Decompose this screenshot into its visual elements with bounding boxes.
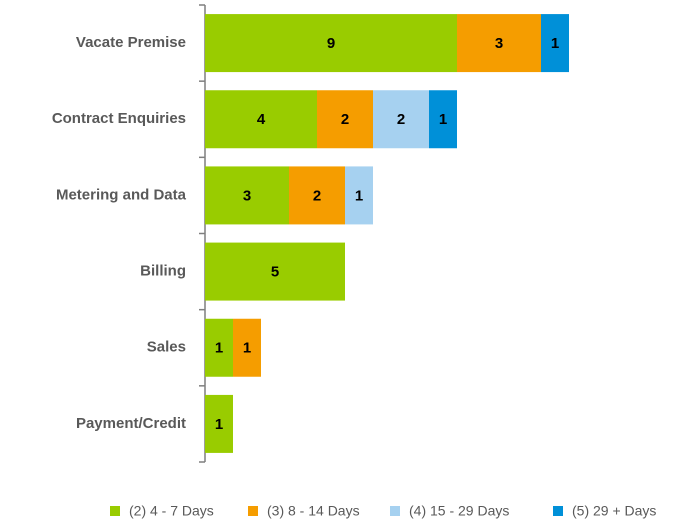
bar-segment [345,166,373,225]
legend-label: (4) 15 - 29 Days [409,503,509,519]
data-label: 3 [495,35,503,52]
bar-segment [205,14,457,73]
bar-segment [205,166,289,225]
data-label: 1 [551,35,559,52]
bar-segment [233,318,261,377]
data-label: 4 [257,111,266,128]
bar-segment [457,14,541,73]
data-label: 2 [313,187,321,204]
bar-segment [289,166,345,225]
category-label: Payment/Credit [76,415,186,432]
legend-swatch [553,506,563,516]
legend-swatch [248,506,258,516]
legend-label: (2) 4 - 7 Days [129,503,214,519]
data-label: 2 [397,111,405,128]
data-label: 1 [215,416,223,433]
bar-segment [429,90,457,149]
data-label: 1 [439,111,447,128]
data-label: 3 [243,187,251,204]
data-label: 9 [327,35,335,52]
legend-label: (5) 29 + Days [572,503,656,519]
data-label: 2 [341,111,349,128]
bar-segment [205,318,233,377]
category-label: Billing [140,263,186,280]
category-label: Contract Enquiries [52,110,186,127]
data-label: 1 [215,340,223,357]
data-label: 5 [271,264,279,281]
data-label: 1 [243,340,251,357]
data-label: 1 [355,187,363,204]
bar-segment [317,90,373,149]
bar-segment [373,90,429,149]
legend-label: (3) 8 - 14 Days [267,503,360,519]
category-label: Sales [147,339,186,356]
legend-swatch [390,506,400,516]
legend-swatch [110,506,120,516]
bar-segment [205,90,317,149]
category-label: Vacate Premise [76,34,186,51]
bar-segment [541,14,569,73]
category-label: Metering and Data [56,186,187,203]
bar-segment [205,394,233,453]
bar-segment [205,242,345,301]
